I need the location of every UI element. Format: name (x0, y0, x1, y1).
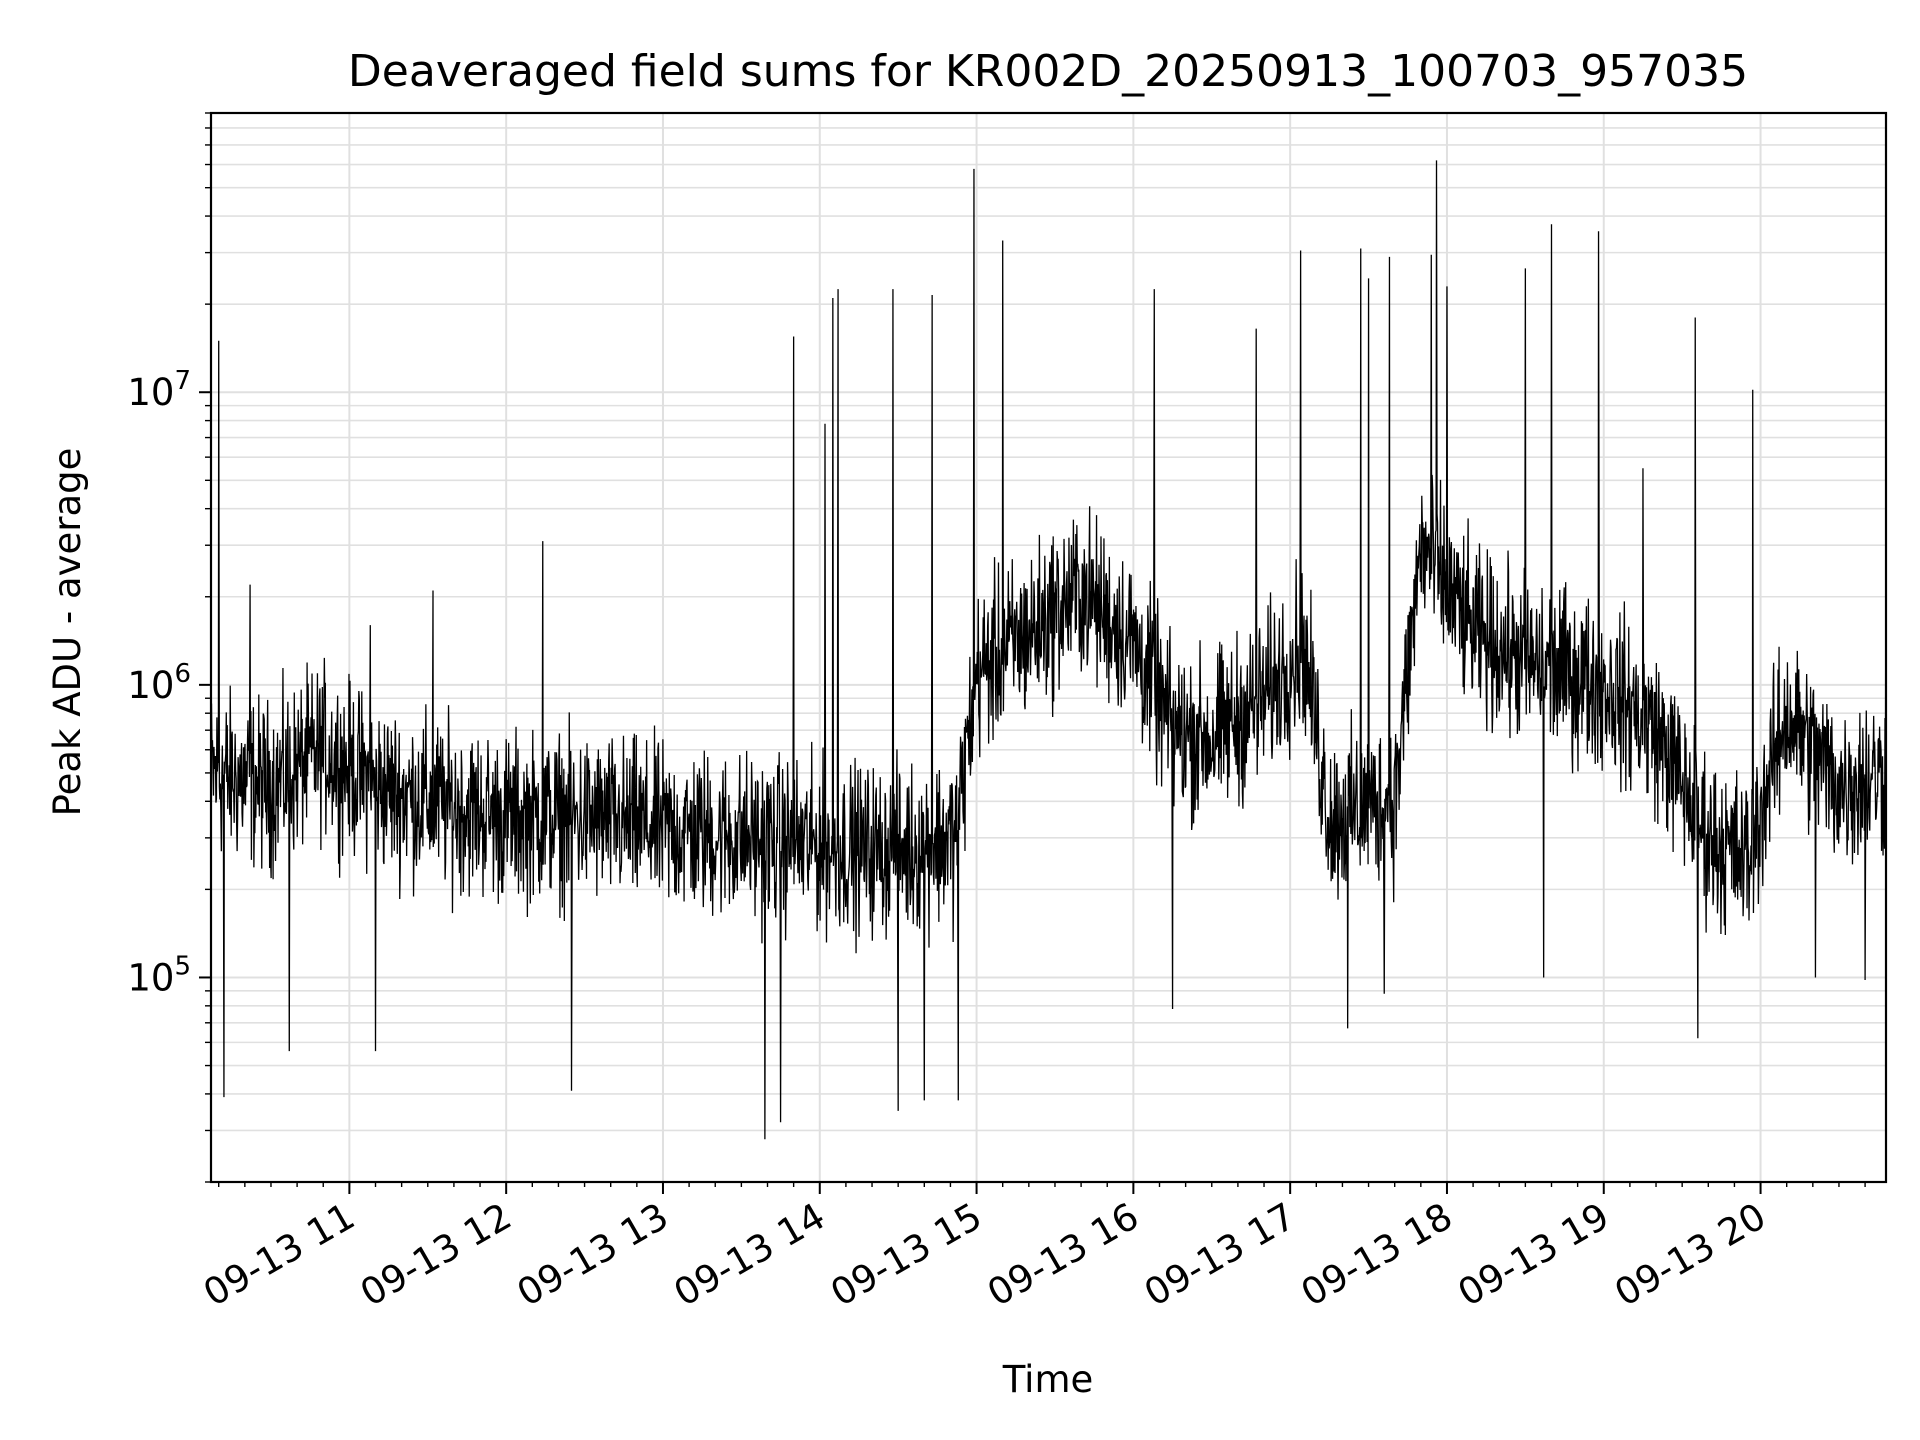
x-tick-label: 09-13 13 (510, 1195, 676, 1315)
x-tick-label: 09-13 16 (980, 1195, 1146, 1315)
plot-area (210, 160, 1887, 1140)
y-tick-label: 105 (127, 951, 191, 999)
y-axis: 105 106 107 (127, 112, 211, 1183)
x-tick-label: 09-13 17 (1137, 1195, 1303, 1315)
grid (211, 112, 1886, 1183)
y-tick-label: 106 (127, 659, 191, 707)
x-tick-label: 09-13 11 (196, 1195, 362, 1315)
y-tick-label: 107 (127, 366, 191, 414)
x-tick-label: 09-13 14 (667, 1195, 833, 1315)
chart-title: Deaveraged field sums for KR002D_2025091… (348, 46, 1748, 97)
series-line (210, 160, 1887, 1140)
plot-frame (209, 111, 1888, 1184)
x-tick-label: 09-13 19 (1451, 1195, 1617, 1315)
x-axis-label: Time (1002, 1358, 1094, 1401)
y-axis-label: Peak ADU - average (46, 448, 89, 817)
x-tick-label: 09-13 12 (353, 1195, 519, 1315)
x-tick-label: 09-13 15 (823, 1195, 989, 1315)
x-tick-label: 09-13 20 (1607, 1195, 1773, 1315)
x-tick-label: 09-13 18 (1294, 1195, 1460, 1315)
